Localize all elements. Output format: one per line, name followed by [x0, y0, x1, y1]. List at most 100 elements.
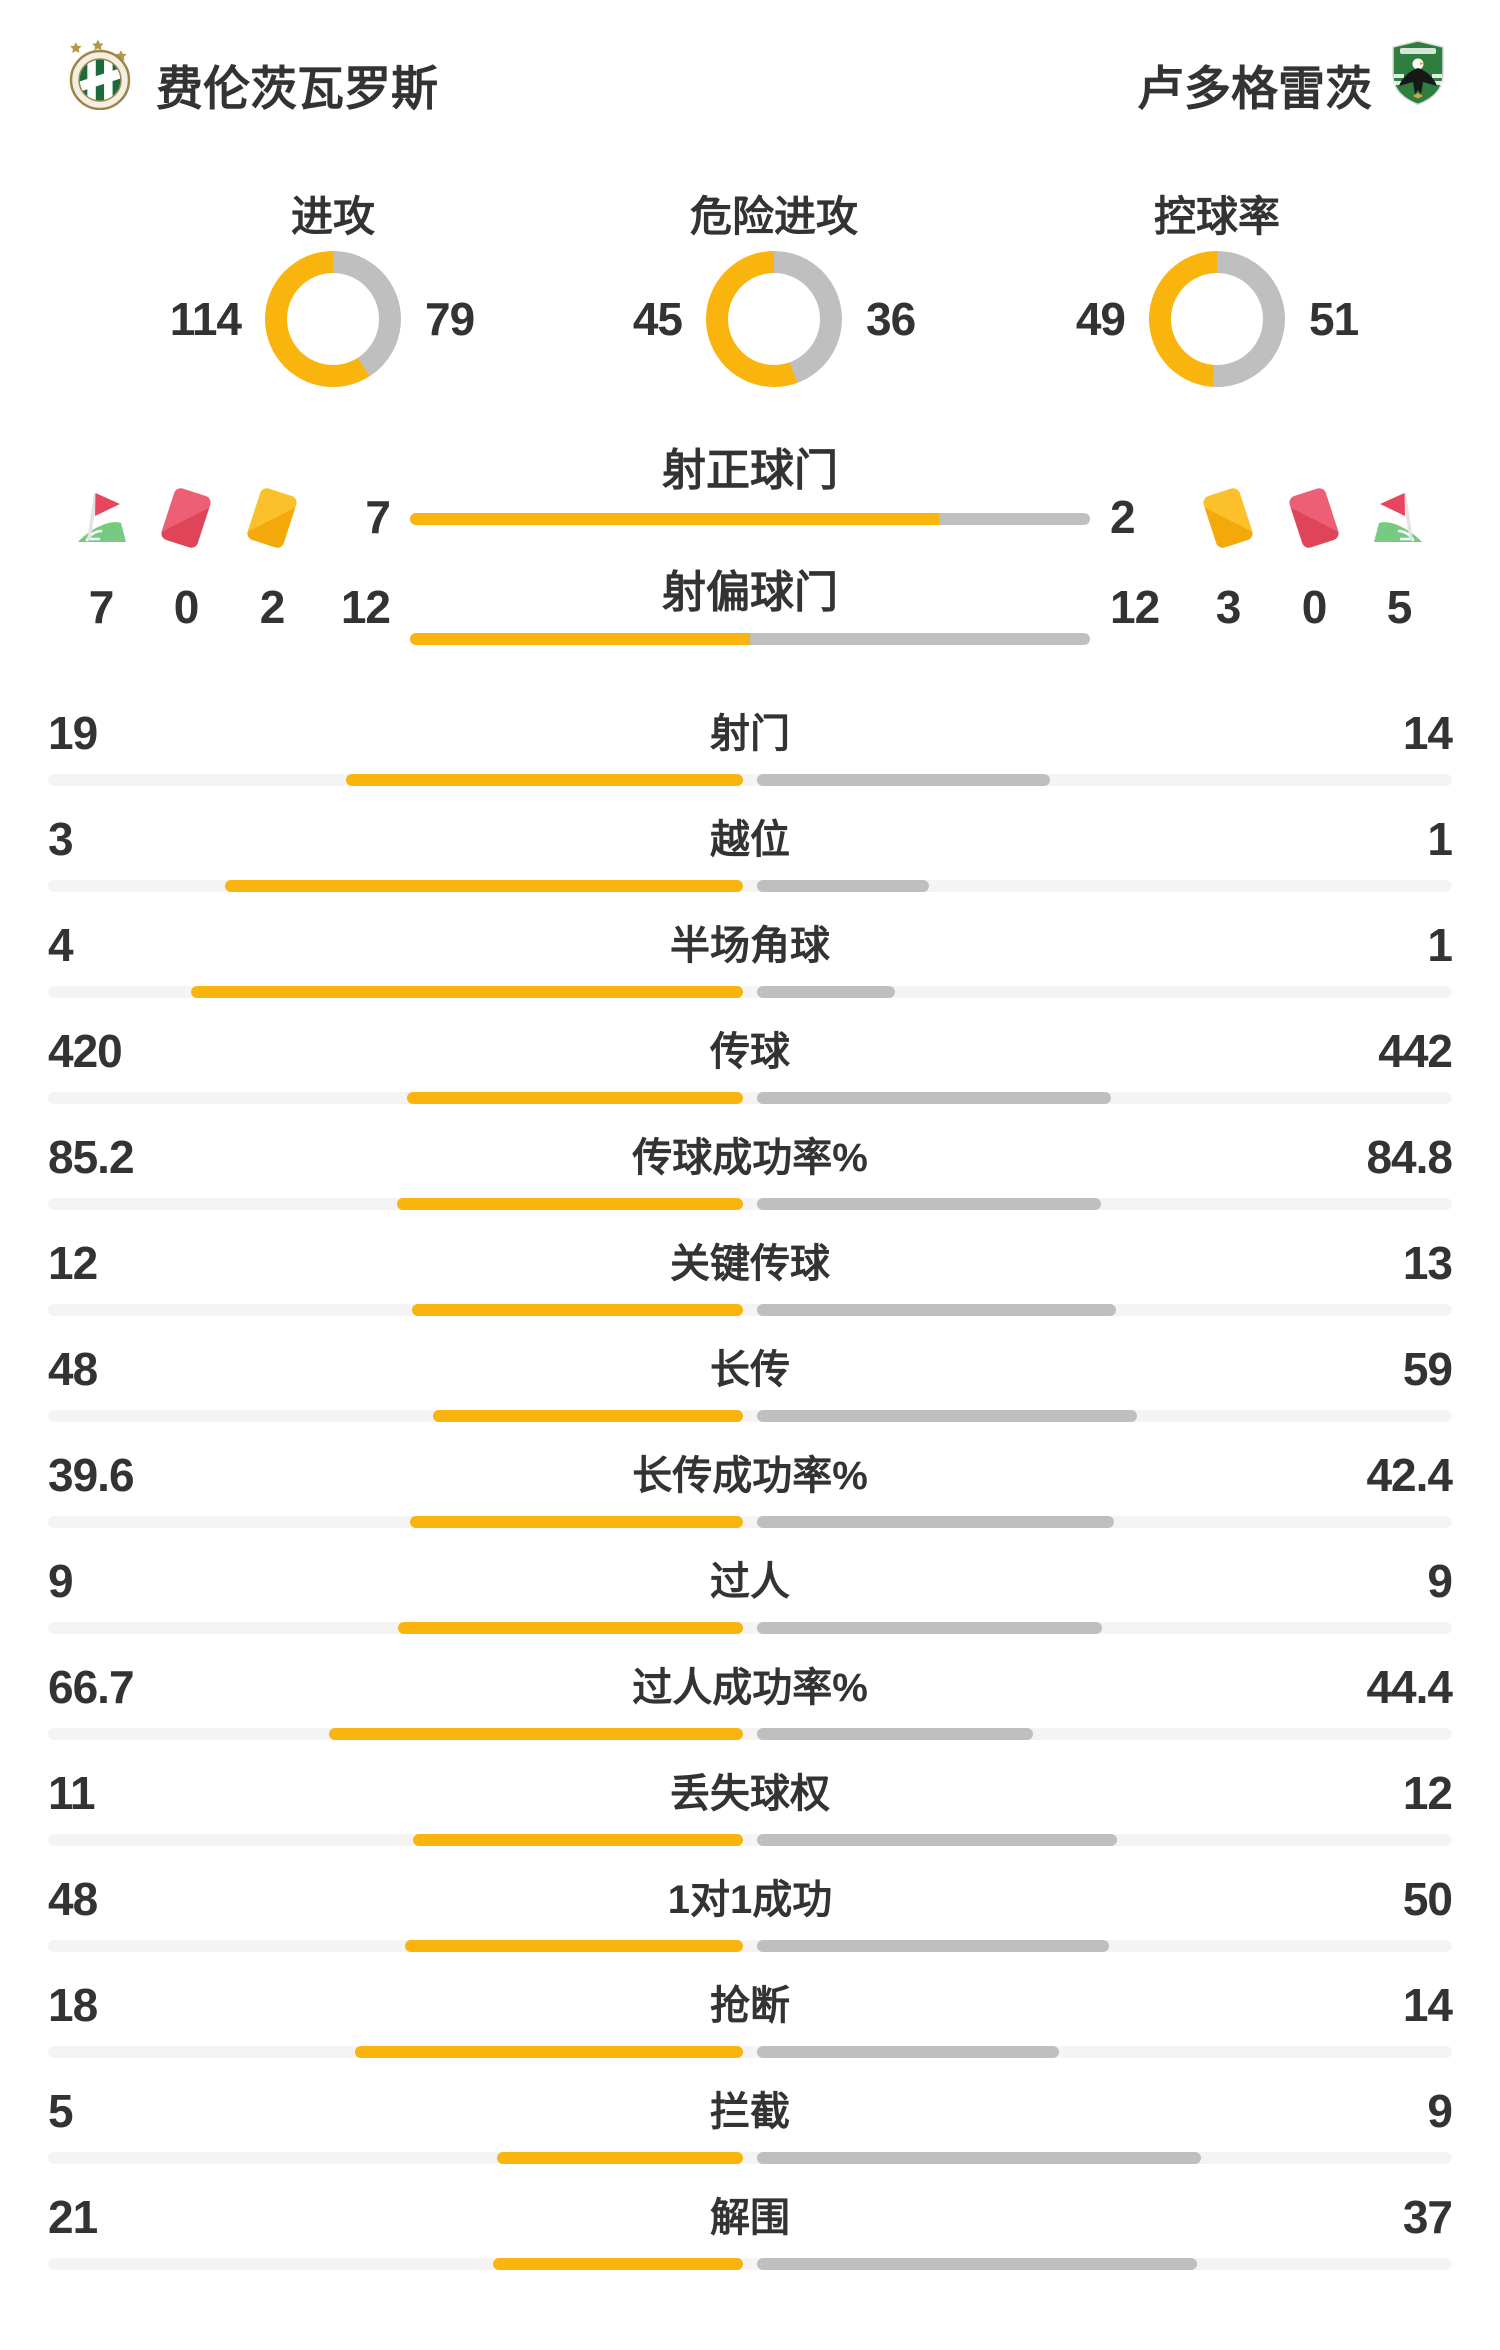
corner-flag-home-count: 7 — [88, 581, 115, 633]
stat-label: 传球成功率% — [632, 1136, 868, 1180]
stat-away-value: 9 — [1427, 1555, 1453, 1607]
stat-away-value: 442 — [1378, 1025, 1453, 1077]
stat-home-value: 21 — [48, 2191, 98, 2243]
stat-home-value: 9 — [48, 1555, 74, 1607]
shots-off-target-home-value: 12 — [340, 581, 391, 633]
stat-home-value: 3 — [48, 813, 74, 865]
corner-flag-icon — [1372, 490, 1426, 544]
stat-label: 长传 — [710, 1348, 790, 1392]
stat-track — [48, 1092, 1452, 1104]
stat-home-value: 4 — [48, 919, 74, 971]
stat-away-bar — [757, 1834, 1117, 1846]
donut-home-value: 45 — [632, 293, 683, 345]
stat-home-bar — [413, 1834, 743, 1846]
stat-away-value: 14 — [1402, 707, 1453, 759]
ferencvaros-badge-icon — [69, 39, 131, 111]
shots-on-target-away-value: 2 — [1110, 491, 1136, 543]
donut-away-value: 36 — [866, 293, 916, 345]
stat-home-bar — [329, 1728, 743, 1740]
stat-away-bar — [757, 1198, 1101, 1210]
stat-away-value: 59 — [1402, 1343, 1453, 1395]
stat-label: 拦截 — [710, 2090, 790, 2134]
donut-title: 控球率 — [1153, 193, 1280, 240]
shots-on-target-home-value: 7 — [365, 491, 391, 543]
stat-home-bar — [397, 1198, 743, 1210]
stat-away-value: 13 — [1402, 1237, 1453, 1289]
stat-home-bar — [497, 2152, 743, 2164]
stat-home-bar — [355, 2046, 743, 2058]
stat-label: 关键传球 — [670, 1242, 830, 1286]
stat-away-value: 50 — [1402, 1873, 1453, 1925]
stat-home-bar — [346, 774, 743, 786]
donut-title: 危险进攻 — [689, 193, 858, 240]
stat-home-bar — [398, 1622, 743, 1634]
donut-home-value: 114 — [169, 293, 242, 345]
stat-away-bar — [757, 1304, 1116, 1316]
stat-home-value: 18 — [48, 1979, 98, 2031]
stat-away-bar — [757, 986, 895, 998]
ludogorets-badge-icon — [1392, 40, 1444, 106]
stat-away-bar — [757, 774, 1050, 786]
donut-hole — [287, 273, 379, 365]
stat-track — [48, 1304, 1452, 1316]
stat-track — [48, 774, 1452, 786]
donut-home-value: 49 — [1075, 293, 1126, 345]
stat-home-bar — [407, 1092, 743, 1104]
stat-label: 半场角球 — [670, 924, 830, 968]
stat-label: 丢失球权 — [670, 1772, 830, 1816]
stat-home-bar — [493, 2258, 743, 2270]
stat-home-bar — [433, 1410, 743, 1422]
stat-label: 过人 — [710, 1560, 790, 1604]
stat-away-value: 9 — [1427, 2085, 1453, 2137]
donut-ring — [706, 251, 842, 387]
stat-away-bar — [757, 2152, 1201, 2164]
red-card-away-count: 0 — [1301, 581, 1328, 633]
stat-home-value: 85.2 — [48, 1131, 135, 1183]
donut-ring — [1149, 251, 1285, 387]
stat-away-value: 84.8 — [1366, 1131, 1453, 1183]
stat-track — [48, 1622, 1452, 1634]
shots-off-target-bar — [410, 633, 1090, 645]
stat-away-bar — [757, 880, 929, 892]
stat-home-bar — [412, 1304, 743, 1316]
stat-home-value: 12 — [48, 1237, 98, 1289]
donut-ring — [265, 251, 401, 387]
home-team-name: 费伦茨瓦罗斯 — [156, 62, 438, 115]
stat-home-value: 66.7 — [48, 1661, 135, 1713]
stat-away-bar — [757, 1092, 1111, 1104]
stat-away-value: 42.4 — [1366, 1449, 1453, 1501]
donut-hole — [728, 273, 820, 365]
shots-on-target-bar-home-fill — [410, 513, 939, 525]
donut-away-value: 51 — [1309, 293, 1359, 345]
yellow-card-away-count: 3 — [1215, 581, 1242, 633]
stat-track — [48, 1728, 1452, 1740]
home-team-logo — [66, 39, 134, 111]
stat-label: 射门 — [710, 712, 790, 756]
stat-track — [48, 1410, 1452, 1422]
stat-home-value: 48 — [48, 1343, 98, 1395]
stat-home-value: 5 — [48, 2085, 74, 2137]
stat-home-bar — [410, 1516, 743, 1528]
donut-title: 进攻 — [290, 193, 375, 240]
stat-home-bar — [225, 880, 743, 892]
stat-away-bar — [757, 1622, 1102, 1634]
stat-track — [48, 2046, 1452, 2058]
shots-off-target-heading: 射偏球门 — [662, 568, 838, 617]
stat-label: 长传成功率% — [632, 1454, 868, 1498]
stat-label: 抢断 — [710, 1984, 790, 2028]
stat-home-bar — [191, 986, 743, 998]
stat-away-bar — [757, 1728, 1033, 1740]
shots-on-target-bar — [410, 513, 1090, 525]
red-card-home-count: 0 — [173, 581, 200, 633]
shots-off-target-away-value: 12 — [1110, 581, 1160, 633]
stat-away-bar — [757, 2046, 1059, 2058]
stat-away-bar — [757, 1940, 1109, 1952]
stat-label: 传球 — [710, 1030, 790, 1074]
stat-label: 1对1成功 — [667, 1878, 833, 1922]
corner-flag-icon — [74, 490, 128, 544]
corner-flag-away-count: 5 — [1386, 581, 1413, 633]
stat-home-value: 48 — [48, 1873, 98, 1925]
stat-home-value: 420 — [48, 1025, 123, 1077]
stat-label: 越位 — [710, 818, 790, 862]
